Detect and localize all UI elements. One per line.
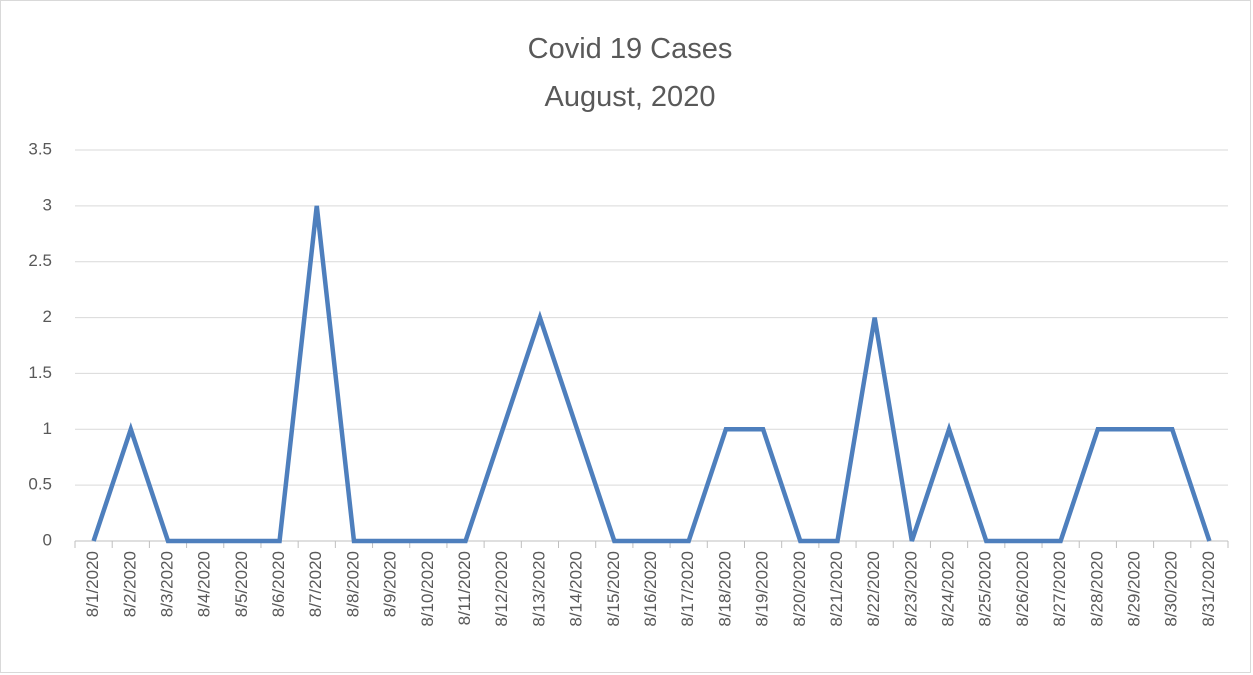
y-tick-label: 2: [43, 307, 52, 326]
x-tick-label: 8/4/2020: [195, 551, 214, 617]
x-tick-label: 8/16/2020: [641, 551, 660, 627]
x-tick-label: 8/31/2020: [1199, 551, 1218, 627]
chart-subtitle: August, 2020: [545, 81, 716, 113]
x-tick-label: 8/7/2020: [306, 551, 325, 617]
y-tick-label: 1: [43, 419, 52, 438]
x-tick-label: 8/22/2020: [864, 551, 883, 627]
y-tick-label: 3.5: [28, 139, 52, 158]
x-tick-label: 8/13/2020: [529, 551, 548, 627]
x-tick-label: 8/6/2020: [269, 551, 288, 617]
x-tick-label: 8/1/2020: [83, 551, 102, 617]
x-tick-label: 8/29/2020: [1125, 551, 1144, 627]
chart-title: Covid 19 Cases: [528, 33, 733, 65]
x-tick-label: 8/20/2020: [790, 551, 809, 627]
x-tick-label: 8/25/2020: [976, 551, 995, 627]
x-tick-label: 8/30/2020: [1162, 551, 1181, 627]
x-tick-label: 8/11/2020: [455, 551, 474, 625]
y-tick-label: 1.5: [28, 363, 52, 382]
x-tick-label: 8/12/2020: [492, 551, 511, 627]
x-tick-label: 8/14/2020: [567, 551, 586, 627]
x-tick-label: 8/15/2020: [604, 551, 623, 627]
x-tick-label: 8/21/2020: [827, 551, 846, 627]
x-tick-label: 8/28/2020: [1087, 551, 1106, 627]
y-tick-label: 0.5: [28, 475, 52, 494]
y-tick-label: 2.5: [28, 251, 52, 270]
data-line: [91, 205, 1212, 544]
x-tick-label: 8/10/2020: [418, 551, 437, 627]
y-tick-label: 3: [43, 195, 52, 214]
x-tick-label: 8/23/2020: [901, 551, 920, 627]
x-tick-label: 8/3/2020: [157, 551, 176, 617]
x-tick-label: 8/19/2020: [753, 551, 772, 627]
x-tick-label: 8/18/2020: [715, 551, 734, 627]
x-tick-label: 8/27/2020: [1050, 551, 1069, 627]
x-tick-label: 8/9/2020: [381, 551, 400, 617]
x-tick-label: 8/5/2020: [232, 551, 251, 617]
x-tick-label: 8/17/2020: [678, 551, 697, 627]
x-tick-label: 8/8/2020: [343, 551, 362, 617]
x-tick-label: 8/24/2020: [939, 551, 958, 627]
x-tick-label: 8/2/2020: [120, 551, 139, 617]
y-tick-label: 0: [43, 530, 52, 549]
x-tick-label: 8/26/2020: [1013, 551, 1032, 627]
